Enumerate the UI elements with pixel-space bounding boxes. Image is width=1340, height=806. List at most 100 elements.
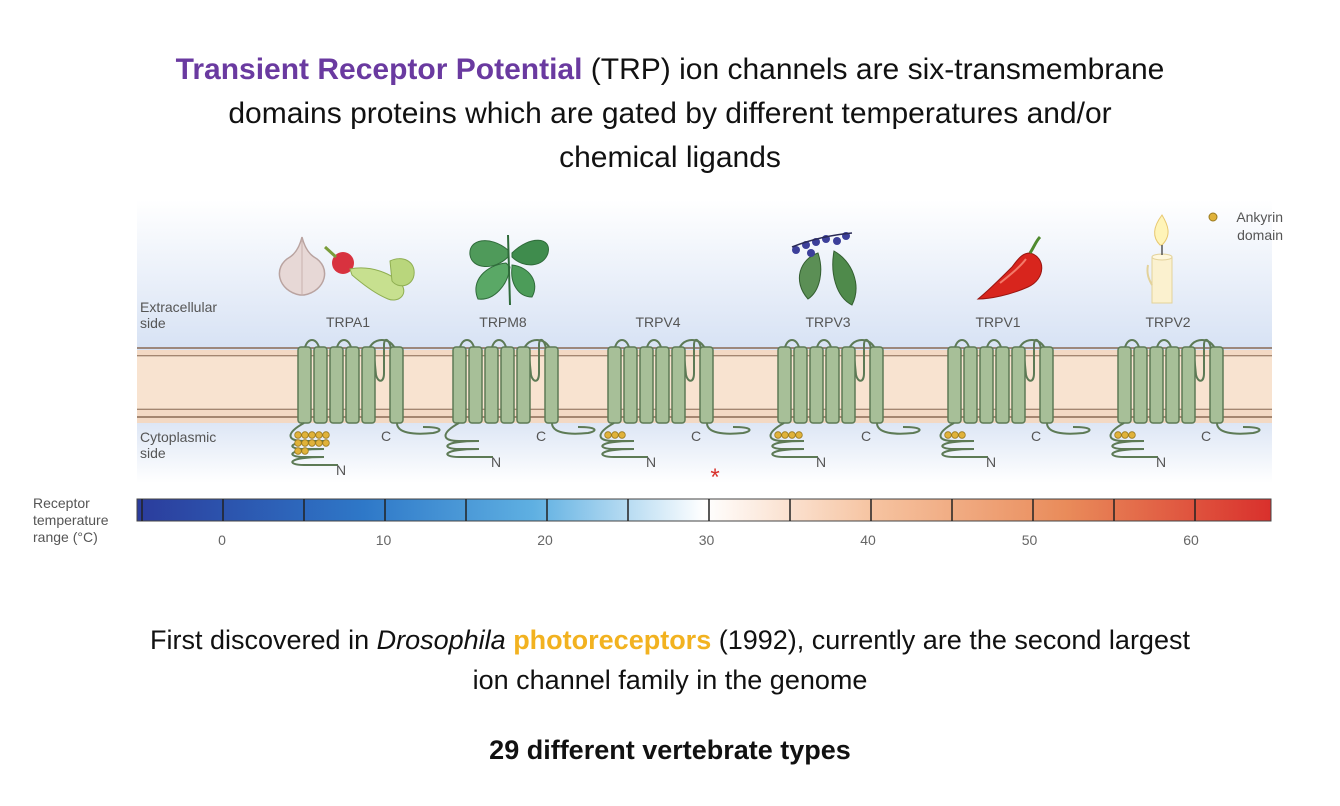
ankyrin-repeat <box>294 447 302 455</box>
title-line-3: chemical ligands <box>559 141 781 174</box>
transmembrane-helix-3 <box>329 346 344 424</box>
transmembrane-helix-4 <box>345 346 360 424</box>
channel-trpv2: TRPV2 C N <box>1109 314 1261 470</box>
ankyrin-repeat <box>308 439 316 447</box>
scale-ticks: 0 10 20 30 40 50 60 <box>141 499 1199 548</box>
ankyrin-repeat <box>958 431 966 439</box>
scale-tick-label: 30 <box>699 532 715 548</box>
transmembrane-helix-4 <box>825 346 840 424</box>
transmembrane-helix-5 <box>361 346 376 424</box>
scale-label-1: Receptor <box>33 495 90 511</box>
n-terminus-label: N <box>1156 454 1166 470</box>
n-terminus-label: N <box>816 454 826 470</box>
ankyrin-repeat <box>315 431 323 439</box>
extracellular-label-1: Extracellular <box>140 299 217 315</box>
channel-name: TRPM8 <box>479 314 527 330</box>
channel-name: TRPV2 <box>1145 314 1190 330</box>
garlic-radish-icon <box>278 236 415 301</box>
n-terminus <box>769 422 818 458</box>
discovery-pre: First discovered in <box>150 625 377 655</box>
ankyrin-repeat <box>618 431 626 439</box>
slide-title: Transient Receptor Potential (TRP) ion c… <box>0 48 1340 180</box>
ankyrin-repeat <box>951 431 959 439</box>
n-terminus-label: N <box>986 454 996 470</box>
scale-tick-label: 0 <box>218 532 226 548</box>
transmembrane-helix-6 <box>699 346 714 424</box>
scale-tick-label: 10 <box>376 532 392 548</box>
ankyrin-repeat <box>1128 431 1136 439</box>
n-terminus-label: N <box>646 454 656 470</box>
transmembrane-helix-6 <box>1209 346 1224 424</box>
transmembrane-helix-1 <box>947 346 962 424</box>
transmembrane-helix-1 <box>297 346 312 424</box>
channel-name: TRPV1 <box>975 314 1020 330</box>
ankyrin-repeat <box>308 431 316 439</box>
discovery-note: First discovered in Drosophila photorece… <box>0 620 1340 700</box>
title-line-2: domains proteins which are gated by diff… <box>228 97 1112 130</box>
c-terminus <box>396 422 441 435</box>
transmembrane-helix-5 <box>671 346 686 424</box>
transmembrane-helix-3 <box>484 346 499 424</box>
discovery-post: (1992), currently are the second largest <box>711 625 1190 655</box>
c-terminus-label: C <box>861 428 871 444</box>
scale-label-3: range (°C) <box>33 529 98 545</box>
transmembrane-helix-4 <box>1165 346 1180 424</box>
transmembrane-helix-6 <box>389 346 404 424</box>
n-terminus-label: N <box>491 454 501 470</box>
scale-tick-label: 20 <box>537 532 553 548</box>
extracellular-region <box>137 200 1272 350</box>
channel-trpv4: TRPV4 C N <box>599 314 751 470</box>
cytoplasmic-label-2: side <box>140 445 166 461</box>
transmembrane-helix-3 <box>1149 346 1164 424</box>
ankyrin-repeat <box>294 431 302 439</box>
extracellular-label-2: side <box>140 315 166 331</box>
c-terminus <box>551 422 596 435</box>
c-terminus-label: C <box>691 428 701 444</box>
ankyrin-repeat <box>774 431 782 439</box>
transmembrane-helix-3 <box>809 346 824 424</box>
transmembrane-helix-1 <box>452 346 467 424</box>
transmembrane-helix-2 <box>313 346 328 424</box>
transmembrane-helix-3 <box>979 346 994 424</box>
candle-icon <box>1146 214 1173 304</box>
transmembrane-helix-5 <box>841 346 856 424</box>
channel-name: TRPV3 <box>805 314 850 330</box>
title-line-1: Transient Receptor Potential (TRP) ion c… <box>0 48 1340 92</box>
channel-trpa1: TRPA1 C N <box>289 314 441 478</box>
drosophila-term: Drosophila <box>376 625 506 655</box>
transmembrane-helix-1 <box>607 346 622 424</box>
chili-pepper-icon <box>976 235 1043 300</box>
n-terminus <box>599 422 648 458</box>
c-terminus <box>1216 422 1261 435</box>
temperature-gradient-bar <box>136 498 1272 522</box>
ankyrin-repeat <box>301 431 309 439</box>
transmembrane-helix-4 <box>995 346 1010 424</box>
scale-tick-label: 60 <box>1183 532 1199 548</box>
channel-group: TRPA1CNTRPM8CNTRPV4CNTRPV3CNTRPV1CNTRPV2… <box>289 314 1261 478</box>
transmembrane-helix-6 <box>544 346 559 424</box>
transmembrane-helix-2 <box>793 346 808 424</box>
n-terminus <box>444 422 493 458</box>
n-terminus <box>1109 422 1158 458</box>
vertebrate-types-note: 29 different vertebrate types <box>489 735 851 765</box>
transmembrane-helix-3 <box>639 346 654 424</box>
ankyrin-repeat <box>611 431 619 439</box>
scale-tick-label: 40 <box>860 532 876 548</box>
ankyrin-legend-label-1: Ankyrin <box>1236 209 1283 225</box>
neutral-temperature-marker: * <box>710 464 719 491</box>
transmembrane-helix-5 <box>1181 346 1196 424</box>
ankyrin-repeat <box>294 439 302 447</box>
mint-leaf-icon <box>469 234 549 306</box>
ankyrin-repeat <box>1121 431 1129 439</box>
ankyrin-repeat <box>315 439 323 447</box>
discovery-line-1: First discovered in Drosophila photorece… <box>0 620 1340 660</box>
ankyrin-repeat <box>604 431 612 439</box>
channel-trpm8: TRPM8 C N <box>444 314 596 470</box>
ankyrin-legend-label-2: domain <box>1237 227 1283 243</box>
ankyrin-repeat <box>795 431 803 439</box>
ankyrin-repeat <box>781 431 789 439</box>
c-terminus-label: C <box>1031 428 1041 444</box>
c-terminus <box>1046 422 1091 435</box>
scale-tick-label: 50 <box>1022 532 1038 548</box>
c-terminus-label: C <box>1201 428 1211 444</box>
